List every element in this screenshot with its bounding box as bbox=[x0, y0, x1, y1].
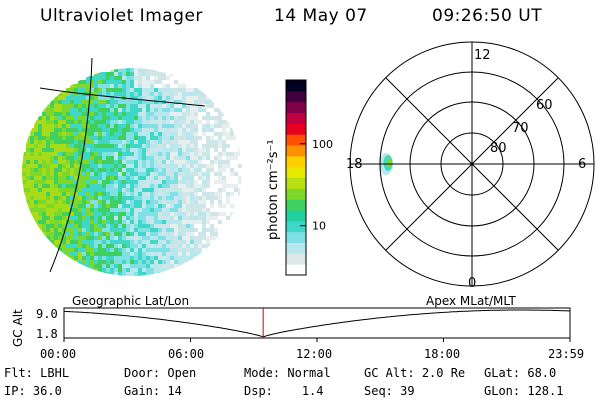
colorbar-cell bbox=[286, 101, 306, 113]
glat-value: 68.0 bbox=[527, 366, 557, 380]
lat-label-80: 80 bbox=[490, 141, 507, 156]
date-label: 14 May 07 bbox=[274, 6, 368, 26]
colorbar-cell bbox=[286, 231, 306, 243]
footer-gcalt: GC Alt: 2.0 Re bbox=[364, 366, 466, 380]
footer-ip: IP: 36.0 bbox=[4, 384, 62, 398]
timeline-right-label: Apex MLat/MLT bbox=[426, 294, 516, 308]
door-value: Open bbox=[167, 366, 197, 380]
dsp-value: 1.4 bbox=[301, 384, 324, 398]
colorbar-cell bbox=[286, 199, 306, 211]
xtick-0: 00:00 bbox=[40, 347, 76, 361]
lat-label-60: 60 bbox=[536, 98, 553, 113]
mode-value: Normal bbox=[287, 366, 331, 380]
orbit-timeline: Geographic Lat/Lon Apex MLat/MLT GC Alt … bbox=[11, 294, 584, 361]
colorbar-unit-label: photon cm⁻²s⁻¹ bbox=[266, 139, 281, 240]
colorbar-cell bbox=[286, 264, 306, 276]
colorbar-tick-label: 100 bbox=[312, 138, 333, 151]
xtick-4: 23:59 bbox=[548, 347, 584, 361]
colorbar-cell bbox=[286, 90, 306, 103]
timeline-yaxis-title: GC Alt bbox=[11, 309, 25, 347]
polar-diagonal-b bbox=[385, 77, 559, 251]
footer-mode: Mode: Normal bbox=[244, 366, 331, 380]
altitude-curve bbox=[63, 309, 571, 338]
colorbar-cell bbox=[286, 166, 306, 178]
latitude-gridline bbox=[39, 87, 206, 107]
gcalt-value: 2.0 Re bbox=[421, 366, 466, 380]
timeline-frame bbox=[63, 307, 571, 339]
time-label: 09:26:50 UT bbox=[432, 6, 543, 26]
xtick-3: 18:00 bbox=[424, 347, 460, 361]
seq-value: 39 bbox=[400, 384, 415, 398]
colorbar-cell bbox=[286, 177, 306, 189]
colorbar-cell bbox=[286, 80, 306, 92]
mlt-label-12: 12 bbox=[474, 48, 491, 63]
colorbar-cells bbox=[286, 80, 306, 276]
footer-dsp: Dsp: 1.4 bbox=[244, 384, 324, 398]
gain-value: 14 bbox=[167, 384, 182, 398]
timeline-left-label: Geographic Lat/Lon bbox=[72, 294, 189, 308]
footer-gain: Gain: 14 bbox=[124, 384, 182, 398]
colorbar-cell bbox=[286, 220, 306, 233]
colorbar-cell bbox=[286, 242, 306, 254]
colorbar-cell bbox=[286, 112, 306, 124]
colorbar-cell bbox=[286, 134, 306, 146]
mlt-label-6: 6 bbox=[578, 157, 586, 172]
ytick-bottom: 1.8 bbox=[36, 327, 58, 341]
footer-door: Door: Open bbox=[124, 366, 197, 380]
xtick-2: 12:00 bbox=[296, 347, 332, 361]
glon-value: 128.1 bbox=[527, 384, 564, 398]
colorbar-cell bbox=[286, 188, 306, 200]
footer-glon: GLon: 128.1 bbox=[484, 384, 564, 398]
flt-value: LBHL bbox=[40, 366, 70, 380]
colorbar-cell bbox=[286, 210, 306, 222]
colorbar-cell bbox=[286, 253, 306, 265]
polar-plot: 12 18 6 0 60 70 80 bbox=[346, 41, 595, 291]
footer-seq: Seq: 39 bbox=[364, 384, 415, 398]
colorbar: 100 10 photon cm⁻²s⁻¹ bbox=[266, 79, 333, 276]
uv-image-pixels bbox=[22, 68, 242, 276]
colorbar-frame bbox=[285, 79, 307, 276]
instrument-title: Ultraviolet Imager bbox=[40, 6, 203, 26]
longitude-gridline bbox=[49, 57, 93, 273]
mlt-label-0: 0 bbox=[468, 276, 476, 291]
colorbar-cell bbox=[286, 155, 306, 168]
colorbar-ticks: 100 10 bbox=[300, 138, 333, 233]
colorbar-cell bbox=[286, 145, 306, 157]
timeline-xticks bbox=[63, 338, 571, 342]
ytick-top: 9.0 bbox=[36, 307, 58, 321]
uv-image-panel bbox=[22, 57, 242, 276]
xtick-1: 06:00 bbox=[168, 347, 204, 361]
footer-flt: Flt: LBHL bbox=[4, 366, 70, 380]
ip-value: 36.0 bbox=[32, 384, 62, 398]
footer-glat: GLat: 68.0 bbox=[484, 366, 557, 380]
colorbar-cell bbox=[286, 123, 306, 135]
colorbar-tick-label: 10 bbox=[312, 220, 326, 233]
lat-label-70: 70 bbox=[512, 121, 529, 136]
mlt-label-18: 18 bbox=[346, 157, 363, 172]
